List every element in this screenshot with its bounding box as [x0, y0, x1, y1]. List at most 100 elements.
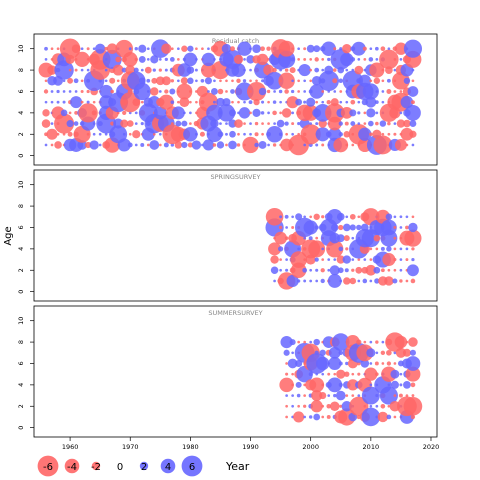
residual-bubble: [313, 213, 320, 220]
residual-bubble: [358, 74, 371, 87]
residual-bubble: [56, 47, 60, 51]
residual-bubble: [170, 143, 175, 147]
residual-bubble: [278, 132, 283, 137]
residual-bubble: [302, 267, 308, 273]
residual-bubble: [351, 394, 355, 397]
residual-bubble: [189, 90, 192, 93]
residual-bubble: [321, 372, 325, 376]
residual-bubble: [369, 62, 385, 78]
residual-bubble: [230, 46, 235, 52]
residual-bubble: [177, 100, 180, 104]
panels: Residual catch 0 2 4 6 8 10 SPRINGSURVEY 0 2 4 6 8 10…: [17, 33, 438, 438]
legend-bubble: [160, 458, 176, 474]
residual-bubble: [392, 71, 410, 90]
residual-bubble: [321, 68, 325, 72]
residual-bubble: [336, 255, 345, 264]
residual-bubble: [86, 132, 90, 136]
residual-bubble: [351, 258, 355, 261]
residual-bubble: [191, 140, 202, 150]
residual-bubble: [398, 393, 403, 398]
panel-title: SUMMERSURVEY: [208, 309, 262, 317]
residual-bubble: [363, 404, 367, 408]
residual-bubble: [337, 267, 344, 274]
residual-bubble: [351, 41, 366, 56]
residual-bubble: [291, 132, 294, 136]
residual-bubble: [338, 224, 344, 231]
residual-bubble: [128, 132, 132, 136]
residual-bubble: [375, 372, 379, 376]
residual-bubble: [272, 67, 277, 73]
residual-bubble: [410, 100, 415, 105]
residual-bubble: [158, 143, 162, 147]
residual-bubble: [387, 404, 391, 408]
residual-bubble: [393, 226, 397, 229]
residual-bubble: [213, 79, 216, 83]
residual-bubble: [261, 100, 265, 104]
residual-bubble: [319, 392, 327, 400]
residual-bubble: [369, 404, 373, 408]
residual-bubble: [338, 350, 344, 356]
residual-bubble: [133, 82, 151, 101]
residual-bubble: [393, 362, 397, 365]
residual-bubble: [161, 76, 171, 86]
residual-bubble: [170, 79, 175, 83]
residual-bubble: [374, 100, 379, 105]
residual-bubble: [195, 58, 198, 61]
residual-bubble: [80, 89, 84, 93]
residual-bubble: [151, 77, 158, 84]
residual-bubble: [284, 121, 289, 126]
residual-bubble: [393, 236, 397, 240]
residual-bubble: [375, 404, 379, 408]
residual-bubble: [411, 247, 415, 251]
residual-bubble: [176, 83, 193, 100]
residual-bubble: [278, 72, 295, 90]
residual-bubble: [164, 68, 168, 72]
residual-bubble: [399, 215, 403, 219]
residual-bubble: [349, 224, 356, 231]
residual-bubble: [150, 87, 159, 96]
residual-bubble: [386, 414, 392, 420]
residual-bubble: [394, 42, 408, 55]
legend-label: -6: [43, 462, 53, 473]
residual-bubble: [66, 120, 74, 128]
residual-bubble: [219, 79, 222, 83]
residual-bubble: [411, 394, 415, 397]
residual-bubble: [207, 47, 210, 51]
residual-bubble: [117, 138, 131, 152]
residual-bubble: [217, 131, 224, 138]
residual-bubble: [387, 121, 391, 126]
residual-bubble: [181, 141, 188, 149]
residual-bubble: [405, 394, 409, 397]
residual-bubble: [366, 348, 376, 358]
residual-bubble: [404, 229, 422, 247]
residual-bubble: [261, 79, 265, 83]
legend-bubble: [37, 455, 59, 477]
residual-bubble: [41, 119, 51, 128]
residual-bubble: [104, 132, 108, 136]
residual-bubble: [59, 38, 81, 59]
residual-bubble: [386, 246, 392, 252]
residual-bubble: [345, 394, 349, 397]
residual-bubble: [399, 383, 403, 387]
residual-bubble: [393, 215, 397, 219]
residual-bubble: [321, 41, 336, 56]
residual-bubble: [272, 143, 277, 147]
residual-bubble: [308, 372, 313, 377]
residual-bubble: [286, 96, 299, 109]
y-tick-label: 2: [17, 404, 25, 408]
residual-bubble: [338, 408, 356, 426]
residual-bubble: [110, 121, 115, 126]
residual-bubble: [283, 349, 290, 356]
residual-bubble: [333, 393, 337, 398]
residual-bubble: [411, 79, 415, 83]
residual-bubble: [338, 132, 343, 137]
residual-bubble: [324, 65, 334, 75]
residual-bubble: [206, 126, 223, 143]
residual-bubble: [134, 57, 138, 62]
residual-bubble: [314, 57, 319, 62]
residual-bubble: [74, 90, 78, 93]
residual-bubble: [321, 247, 325, 251]
residual-bubble: [295, 98, 303, 106]
residual-bubble: [343, 277, 351, 285]
y-tick-label: 6: [17, 225, 25, 229]
